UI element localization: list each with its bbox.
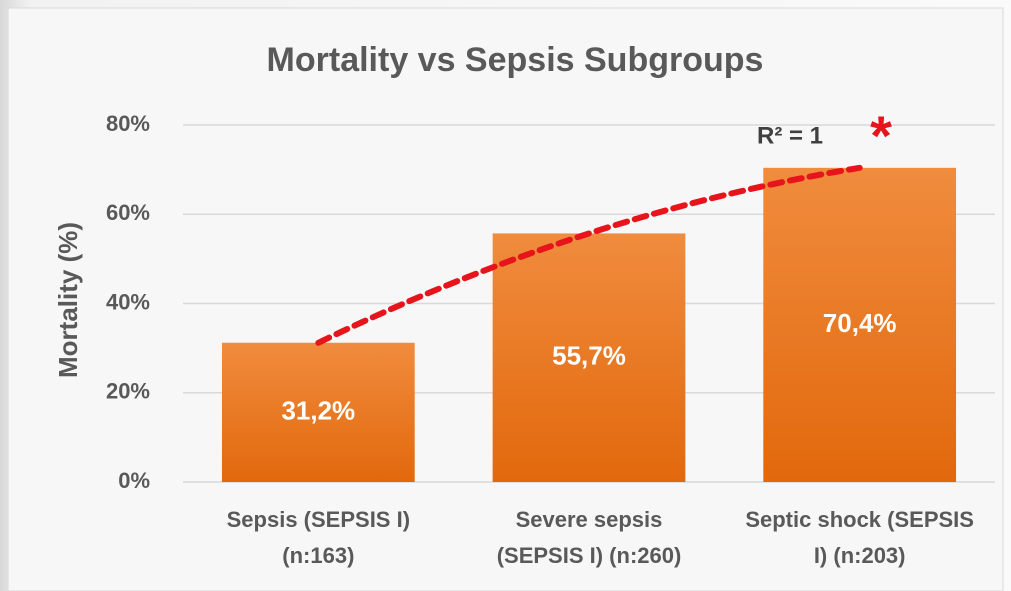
y-tick-label: 40%	[106, 289, 150, 314]
value-label: 55,7%	[552, 341, 626, 371]
y-tick-label: 0%	[118, 468, 150, 493]
trendline	[315, 164, 863, 346]
chart-title: Mortality vs Sepsis Subgroups	[267, 41, 764, 79]
bar	[221, 342, 415, 482]
value-label: 31,2%	[281, 395, 355, 425]
bar	[492, 233, 686, 482]
annotation: R² = 1	[757, 122, 823, 149]
value-label: 70,4%	[823, 308, 897, 338]
y-tick-label: 60%	[106, 200, 150, 225]
annotation: *	[870, 104, 892, 167]
y-tick-label: 80%	[106, 111, 150, 136]
x-tick-label: Severe sepsis (SEPSIS I) (n:260)	[496, 507, 682, 568]
bar	[763, 167, 957, 482]
x-tick-label: Septic shock (SEPSIS I) (n:203)	[745, 507, 974, 568]
y-axis-label: Mortality (%)	[53, 222, 83, 378]
x-tick-label: Sepsis (SEPSIS I) (n:163)	[226, 507, 411, 568]
y-tick-label: 20%	[106, 379, 150, 404]
